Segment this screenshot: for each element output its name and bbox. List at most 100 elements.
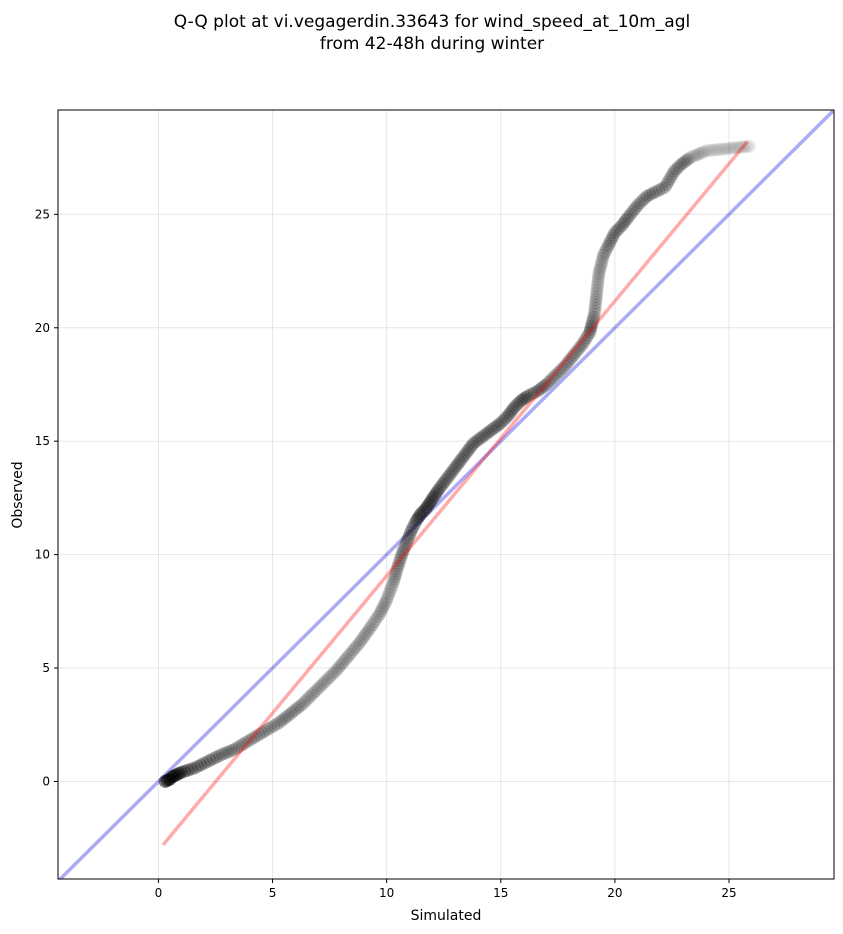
qq-point [399, 537, 413, 551]
qq-point [596, 248, 610, 262]
qq-point [587, 307, 601, 321]
qq-point [633, 196, 647, 210]
qq-point [247, 731, 261, 745]
qq-point [390, 564, 404, 578]
qq-point [270, 717, 284, 731]
qq-point [230, 741, 244, 755]
qq-point [565, 350, 579, 364]
qq-point [507, 400, 521, 414]
qq-point [602, 236, 616, 250]
qq-point [623, 207, 637, 221]
qq-point [282, 708, 296, 722]
qq-point [232, 739, 246, 753]
qq-point [341, 650, 355, 664]
qq-point [178, 764, 192, 778]
qq-point [691, 147, 705, 161]
qq-point [295, 697, 309, 711]
qq-point [396, 545, 410, 559]
qq-point [579, 331, 593, 345]
qq-point [530, 384, 544, 398]
qq-point [348, 641, 362, 655]
qq-point [404, 525, 418, 539]
qq-point [643, 188, 657, 202]
qq-point [635, 194, 649, 208]
qq-point [454, 452, 468, 466]
qq-point [487, 421, 501, 435]
qq-point [302, 691, 316, 705]
qq-point [383, 584, 397, 598]
y-tick-label: 10 [35, 548, 50, 562]
qq-point [389, 567, 403, 581]
qq-point [377, 598, 391, 612]
qq-point [194, 758, 208, 772]
qq-point [275, 714, 289, 728]
qq-point [480, 426, 494, 440]
qq-point [601, 239, 615, 253]
qq-point [555, 362, 569, 376]
qq-point [318, 675, 332, 689]
qq-point [663, 172, 677, 186]
qq-point [402, 528, 416, 542]
qq-point [191, 759, 205, 773]
qq-point [376, 601, 390, 615]
qq-point [681, 152, 695, 166]
qq-point [320, 672, 334, 686]
qq-point [374, 604, 388, 618]
qq-point [676, 156, 690, 170]
qq-point [512, 396, 526, 410]
qq-point [405, 523, 419, 537]
qq-point [612, 221, 626, 235]
y-tick-label: 5 [42, 661, 50, 675]
qq-point [591, 275, 605, 289]
qq-point [456, 450, 470, 464]
qq-point [578, 334, 592, 348]
qq-point [689, 148, 703, 162]
qq-point [722, 141, 736, 155]
qq-point [514, 393, 528, 407]
qq-point [313, 679, 327, 693]
qq-point [327, 666, 341, 680]
quantile-points [158, 139, 757, 847]
qq-point [215, 747, 229, 761]
qq-point [446, 464, 460, 478]
qq-point [731, 141, 745, 155]
qq-point [309, 684, 323, 698]
qq-point [494, 416, 508, 430]
qq-point [664, 170, 678, 184]
qq-point [588, 304, 602, 318]
qq-point [465, 439, 479, 453]
qq-point [451, 457, 465, 471]
qq-point [686, 150, 700, 164]
qq-point [672, 160, 686, 174]
qq-point [581, 328, 595, 342]
qq-point [416, 505, 430, 519]
qq-point [586, 313, 600, 327]
qq-point [697, 145, 711, 159]
qq-point [743, 139, 757, 153]
qq-point [485, 423, 499, 437]
qq-point [584, 322, 598, 336]
qq-point [646, 186, 660, 200]
y-tick-label: 20 [35, 321, 50, 335]
qq-point [537, 379, 551, 393]
qq-point [608, 225, 622, 239]
qq-point [357, 629, 371, 643]
qq-point [558, 359, 572, 373]
qq-point [584, 319, 598, 333]
qq-point [272, 715, 286, 729]
qq-point [674, 157, 688, 171]
plot-frame [57, 109, 835, 880]
qq-point [350, 638, 364, 652]
qq-point [670, 162, 684, 176]
qq-point [587, 310, 601, 324]
qq-point [478, 428, 492, 442]
qq-point [439, 473, 453, 487]
qq-point [590, 281, 604, 295]
qq-point [542, 375, 556, 389]
qq-point [593, 263, 607, 277]
qq-point [598, 245, 612, 259]
qq-point [206, 752, 220, 766]
qq-point [549, 368, 563, 382]
x-tick-label: 15 [493, 886, 508, 900]
qq-point [384, 581, 398, 595]
